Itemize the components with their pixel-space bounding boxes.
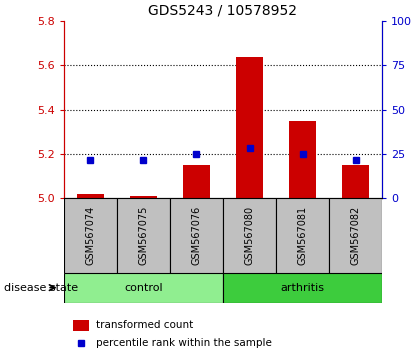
Bar — [342, 165, 369, 198]
Text: GSM567080: GSM567080 — [245, 206, 254, 265]
Text: disease state: disease state — [4, 282, 78, 293]
Title: GDS5243 / 10578952: GDS5243 / 10578952 — [148, 3, 298, 17]
Text: GSM567075: GSM567075 — [139, 206, 148, 265]
Bar — [130, 196, 157, 198]
Bar — [64, 273, 223, 303]
Bar — [170, 198, 223, 273]
Bar — [236, 57, 263, 198]
Bar — [73, 320, 89, 331]
Text: control: control — [124, 282, 163, 293]
Text: GSM567082: GSM567082 — [351, 206, 361, 265]
Bar — [64, 198, 117, 273]
Bar — [117, 198, 170, 273]
Bar — [276, 198, 329, 273]
Bar — [183, 165, 210, 198]
Bar — [223, 273, 382, 303]
Bar — [289, 121, 316, 198]
Text: GSM567076: GSM567076 — [192, 206, 201, 265]
Text: GSM567081: GSM567081 — [298, 206, 307, 265]
Bar — [329, 198, 382, 273]
Bar — [223, 198, 276, 273]
Text: arthritis: arthritis — [281, 282, 325, 293]
Text: transformed count: transformed count — [95, 320, 193, 330]
Bar — [77, 194, 104, 198]
Text: GSM567074: GSM567074 — [85, 206, 95, 265]
Text: percentile rank within the sample: percentile rank within the sample — [95, 338, 271, 348]
